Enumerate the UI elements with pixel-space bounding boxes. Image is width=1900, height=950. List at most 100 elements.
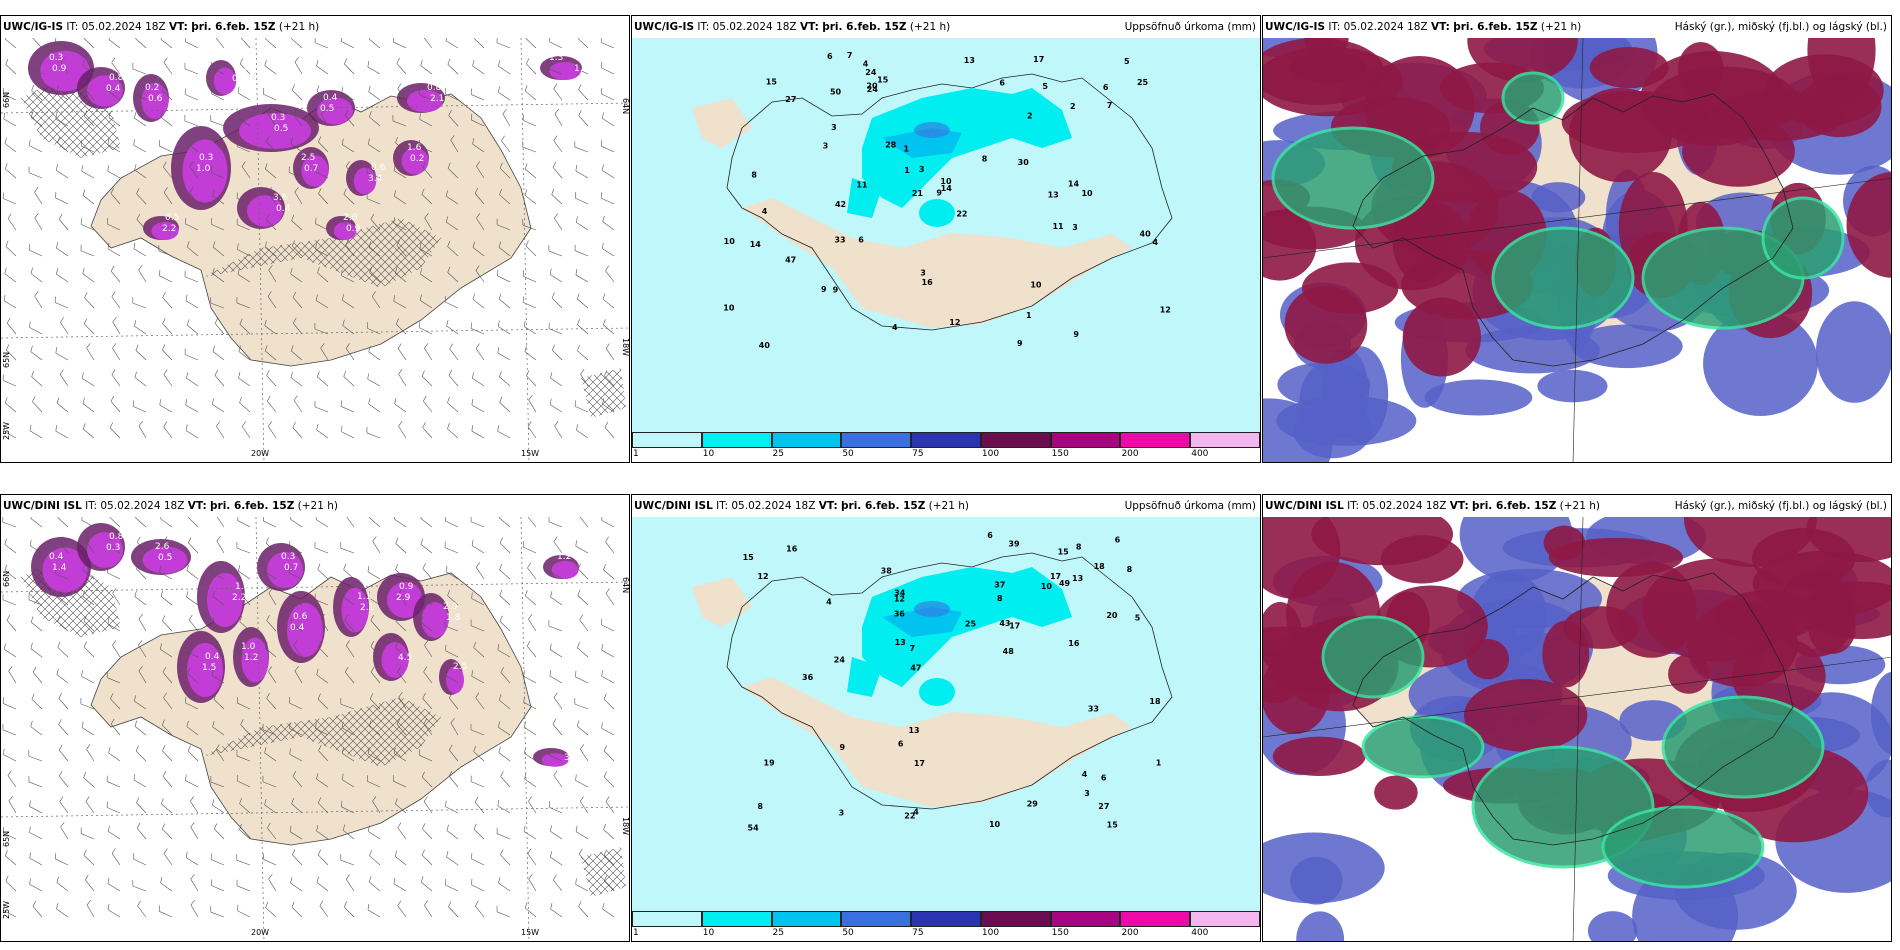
wind-value-label: 1.2: [557, 552, 571, 562]
precip-value-label: 29: [1027, 800, 1039, 809]
map-axis-label: 66N: [2, 571, 11, 587]
panel-wind-dini: UWC/DINI ISL IT: 05.02.2024 18Z VT: þri.…: [0, 494, 630, 942]
precip-value-label: 12: [894, 595, 905, 604]
precip-value-label: 54: [748, 824, 760, 833]
precip-value-label: 33: [1088, 704, 1099, 713]
precip-value-label: 4: [762, 207, 768, 216]
wind-value-label: 1.0: [196, 164, 211, 174]
colorbar-tick-label: 100: [981, 449, 1000, 459]
precip-value-label: 10: [724, 237, 736, 246]
cloud-map: [1263, 38, 1891, 462]
map-axis-label: 18W: [621, 817, 630, 835]
precip-value-label: 24: [867, 85, 879, 94]
precip-value-label: 3: [1084, 789, 1090, 798]
precip-value-label: 43: [999, 619, 1010, 628]
precip-value-label: 39: [1008, 539, 1020, 548]
wind-value-label: 0.9: [346, 224, 361, 234]
precip-value-label: 13: [1072, 574, 1083, 583]
colorbar-segment: [701, 911, 772, 927]
precip-value-label: 12: [1160, 306, 1171, 315]
wind-value-label: 3.4: [368, 174, 383, 184]
map-axis-label: 20W: [251, 928, 269, 937]
panel-header: UWC/DINI ISL IT: 05.02.2024 18Z VT: þri.…: [1, 495, 629, 517]
precip-value-label: 8: [982, 155, 988, 164]
precip-value-label: 40: [759, 341, 771, 350]
wind-value-label: 2.5: [301, 153, 315, 163]
precip-value-label: 8: [997, 594, 1003, 603]
colorbar-tick-label: 200: [1121, 449, 1139, 459]
colorbar-tick-label: 1: [633, 928, 639, 938]
wind-value-label: 0.7: [304, 164, 318, 174]
precip-value-label: 47: [785, 255, 796, 264]
precip-value-label: 6: [858, 236, 864, 245]
colorbar-tick-label: 50: [842, 449, 854, 459]
colorbar-tick-label: 25: [772, 928, 784, 938]
precip-value-label: 1: [1156, 758, 1162, 767]
wind-value-label: 2.5: [453, 662, 467, 672]
wind-value-label: 0.5: [320, 104, 334, 114]
precip-value-label: 11: [856, 181, 868, 190]
wind-value-label: 0.5: [158, 553, 172, 563]
colorbar-segment: [841, 911, 912, 927]
precip-value-label: 6: [827, 52, 833, 61]
panel-title-right: Háský (gr.), miðský (fj.bl.) og lágský (…: [1674, 500, 1887, 512]
precip-value-label: 24: [834, 655, 846, 664]
colorbar-segment: [771, 432, 842, 448]
precip-value-label: 36: [894, 609, 906, 618]
precip-value-label: 10: [940, 177, 952, 186]
precip-value-label: 5: [1042, 82, 1048, 91]
precip-value-label: 7: [847, 51, 853, 60]
wind-value-label: 1.0: [574, 64, 589, 74]
precip-value-label: 1: [1026, 311, 1032, 320]
colorbar-segment: [632, 432, 702, 448]
colorbar-tick-label: 200: [1121, 928, 1139, 938]
precip-value-label: 13: [964, 56, 975, 65]
precip-value-label: 9: [833, 285, 839, 294]
colorbar-tick-label: 25: [772, 449, 784, 459]
wind-value-label: 1.5: [202, 663, 216, 673]
precip-value-label: 17: [914, 759, 925, 768]
precip-value-label: 4: [863, 60, 869, 69]
precip-value-label: 14: [1068, 180, 1080, 189]
panel-cloud-dini: UWC/DINI ISL IT: 05.02.2024 18Z VT: þri.…: [1262, 494, 1892, 942]
precip-value-label: 15: [877, 76, 889, 85]
precip-value-label: 6: [1115, 536, 1121, 545]
wind-value-label: 0.3: [271, 113, 285, 123]
precip-value-label: 27: [785, 95, 796, 104]
precip-value-label: 6: [1101, 773, 1107, 782]
wind-value-label: 0.7: [284, 563, 298, 573]
colorbar-tick-label: 100: [981, 928, 1000, 938]
wind-value-label: 0.2: [410, 154, 424, 164]
precip-value-label: 37: [994, 581, 1005, 590]
precip-value-label: 16: [922, 278, 934, 287]
wind-value-label: 0.4: [106, 84, 121, 94]
precip-value-label: 13: [908, 726, 919, 735]
precip-value-label: 4: [892, 323, 898, 332]
wind-value-label: 0.8: [109, 532, 124, 542]
precip-value-label: 48: [1003, 647, 1015, 656]
precip-value-label: 40: [1140, 230, 1152, 239]
wind-value-label: 1.8: [446, 613, 461, 623]
wind-value-label: 1.0: [235, 63, 250, 73]
panel-header: UWC/DINI ISL IT: 05.02.2024 18Z VT: þri.…: [1263, 495, 1891, 517]
wind-value-label: 1.1: [357, 592, 371, 602]
precip-value-label: 21: [912, 189, 924, 198]
precip-value-label: 6: [999, 78, 1005, 87]
precip-value-label: 6: [898, 739, 904, 748]
map-axis-label: 25W: [2, 422, 11, 440]
wind-value-label: 0.6: [293, 612, 308, 622]
panel-header: UWC/IG-IS IT: 05.02.2024 18Z VT: þri. 6.…: [632, 16, 1260, 38]
precip-value-label: 13: [1048, 190, 1059, 199]
precip-value-label: 25: [1137, 78, 1149, 87]
wind-value-label: 0.4: [205, 652, 220, 662]
precip-value-label: 1: [904, 145, 910, 154]
colorbar-segment: [841, 432, 912, 448]
wind-value-label: 0.6: [371, 163, 386, 173]
precip-value-label: 14: [750, 240, 762, 249]
map-axis-label: 18W: [621, 338, 630, 356]
panel-title-right: Uppsöfnuð úrkoma (mm): [1124, 500, 1256, 512]
precip-value-label: 3: [823, 141, 829, 150]
map-axis-label: 64N: [621, 577, 630, 593]
